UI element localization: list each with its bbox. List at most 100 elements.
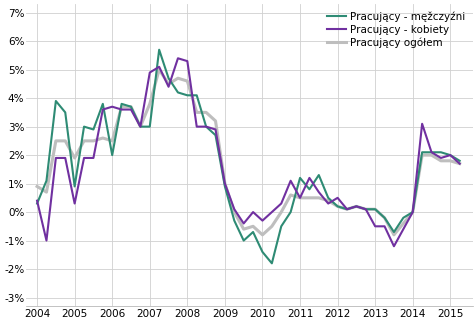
Pracujący - kobiety <box>240 222 246 225</box>
Pracujący ogółem <box>437 159 443 163</box>
Pracujący ogółem <box>306 196 312 200</box>
Pracujący - kobiety <box>34 199 40 203</box>
Pracujący - kobiety <box>100 108 106 111</box>
Pracujący - kobiety <box>137 125 143 129</box>
Pracujący - męžczyźni <box>334 204 340 208</box>
Pracujący - kobiety <box>446 153 452 157</box>
Pracujący - męžczyźni <box>353 204 358 208</box>
Pracujący - męžczyźni <box>362 207 368 211</box>
Pracujący - męžczyźni <box>53 99 59 103</box>
Pracujący ogółem <box>343 207 349 211</box>
Pracujący - męžczyźni <box>418 150 424 154</box>
Pracujący ogółem <box>62 139 68 143</box>
Pracujący - kobiety <box>43 239 49 243</box>
Pracujący - męžczyźni <box>381 216 387 220</box>
Pracujący ogółem <box>43 190 49 194</box>
Pracujący - kobiety <box>409 210 415 214</box>
Pracujący - kobiety <box>193 125 199 129</box>
Pracujący ogółem <box>278 210 284 214</box>
Pracujący - kobiety <box>250 210 256 214</box>
Pracujący - męžczyźni <box>203 125 208 129</box>
Pracujący - męžczyźni <box>325 196 330 200</box>
Pracujący - męžczyźni <box>165 76 171 80</box>
Pracujący - męžczyźni <box>400 216 406 220</box>
Pracujący - kobiety <box>325 202 330 205</box>
Pracujący - męžczyźni <box>428 150 434 154</box>
Pracujący - męžczyźni <box>71 184 77 188</box>
Pracujący - kobiety <box>53 156 59 160</box>
Pracujący - kobiety <box>343 207 349 211</box>
Pracujący ogółem <box>240 227 246 231</box>
Pracujący - męžczyźni <box>456 159 462 163</box>
Pracujący - męžczyźni <box>128 105 134 109</box>
Pracujący ogółem <box>231 210 237 214</box>
Pracujący ogółem <box>221 182 227 185</box>
Pracujący - męžczyźni <box>372 207 377 211</box>
Pracujący - kobiety <box>353 204 358 208</box>
Pracujący ogółem <box>409 210 415 214</box>
Pracujący - męžczyźni <box>119 102 124 106</box>
Pracujący - kobiety <box>184 59 190 63</box>
Pracujący - męžczyźni <box>446 153 452 157</box>
Pracujący - kobiety <box>81 156 87 160</box>
Pracujący - kobiety <box>147 71 152 75</box>
Pracujący - kobiety <box>128 108 134 111</box>
Pracujący ogółem <box>203 110 208 114</box>
Pracujący ogółem <box>297 196 302 200</box>
Pracujący - kobiety <box>231 207 237 211</box>
Pracujący ogółem <box>81 139 87 143</box>
Pracujący ogółem <box>353 204 358 208</box>
Pracujący - kobiety <box>456 162 462 166</box>
Pracujący ogółem <box>259 233 265 237</box>
Pracujący - kobiety <box>400 227 406 231</box>
Pracujący - kobiety <box>428 150 434 154</box>
Pracujący - męžczyźni <box>184 93 190 97</box>
Pracujący ogółem <box>193 110 199 114</box>
Pracujący - kobiety <box>221 182 227 185</box>
Pracujący ogółem <box>119 105 124 109</box>
Pracujący - kobiety <box>119 108 124 111</box>
Pracujący ogółem <box>184 79 190 83</box>
Pracujący - męžczyźni <box>62 110 68 114</box>
Pracujący - męžczyźni <box>156 48 162 52</box>
Pracujący - kobiety <box>390 244 396 248</box>
Pracujący ogółem <box>128 105 134 109</box>
Pracujący - kobiety <box>437 156 443 160</box>
Pracujący - męžczyźni <box>109 153 115 157</box>
Pracujący ogółem <box>287 193 293 197</box>
Pracujący - męžczyźni <box>268 261 274 265</box>
Pracujący ogółem <box>100 136 106 140</box>
Pracujący - męžczyźni <box>390 230 396 234</box>
Line: Pracujący - kobiety: Pracujący - kobiety <box>37 58 459 246</box>
Pracujący - męžczyźni <box>306 187 312 191</box>
Pracujący ogółem <box>212 119 218 123</box>
Pracujący - kobiety <box>268 210 274 214</box>
Pracujący ogółem <box>175 76 180 80</box>
Line: Pracujący ogółem: Pracujący ogółem <box>37 70 459 235</box>
Pracujący - kobiety <box>418 122 424 126</box>
Pracujący - kobiety <box>62 156 68 160</box>
Pracujący - kobiety <box>362 207 368 211</box>
Pracujący - męžczyźni <box>287 210 293 214</box>
Pracujący ogółem <box>71 156 77 160</box>
Pracujący ogółem <box>34 184 40 188</box>
Pracujący - męžczyźni <box>100 102 106 106</box>
Pracujący ogółem <box>53 139 59 143</box>
Pracujący - męžczyźni <box>240 239 246 243</box>
Pracujący - kobiety <box>334 196 340 200</box>
Pracujący - męžczyźni <box>212 133 218 137</box>
Pracujący ogółem <box>446 159 452 163</box>
Pracujący - męžczyźni <box>343 207 349 211</box>
Pracujący - męžczyźni <box>34 202 40 205</box>
Pracujący ogółem <box>268 224 274 228</box>
Pracujący ogółem <box>456 162 462 166</box>
Pracujący - kobiety <box>71 202 77 205</box>
Pracujący - męžczyźni <box>250 230 256 234</box>
Pracujący - męžczyźni <box>231 219 237 223</box>
Pracujący - męžczyźni <box>137 125 143 129</box>
Pracujący ogółem <box>381 216 387 220</box>
Pracujący - męžczyźni <box>81 125 87 129</box>
Pracujący ogółem <box>315 196 321 200</box>
Pracujący - męžczyźni <box>175 90 180 94</box>
Pracujący ogółem <box>428 153 434 157</box>
